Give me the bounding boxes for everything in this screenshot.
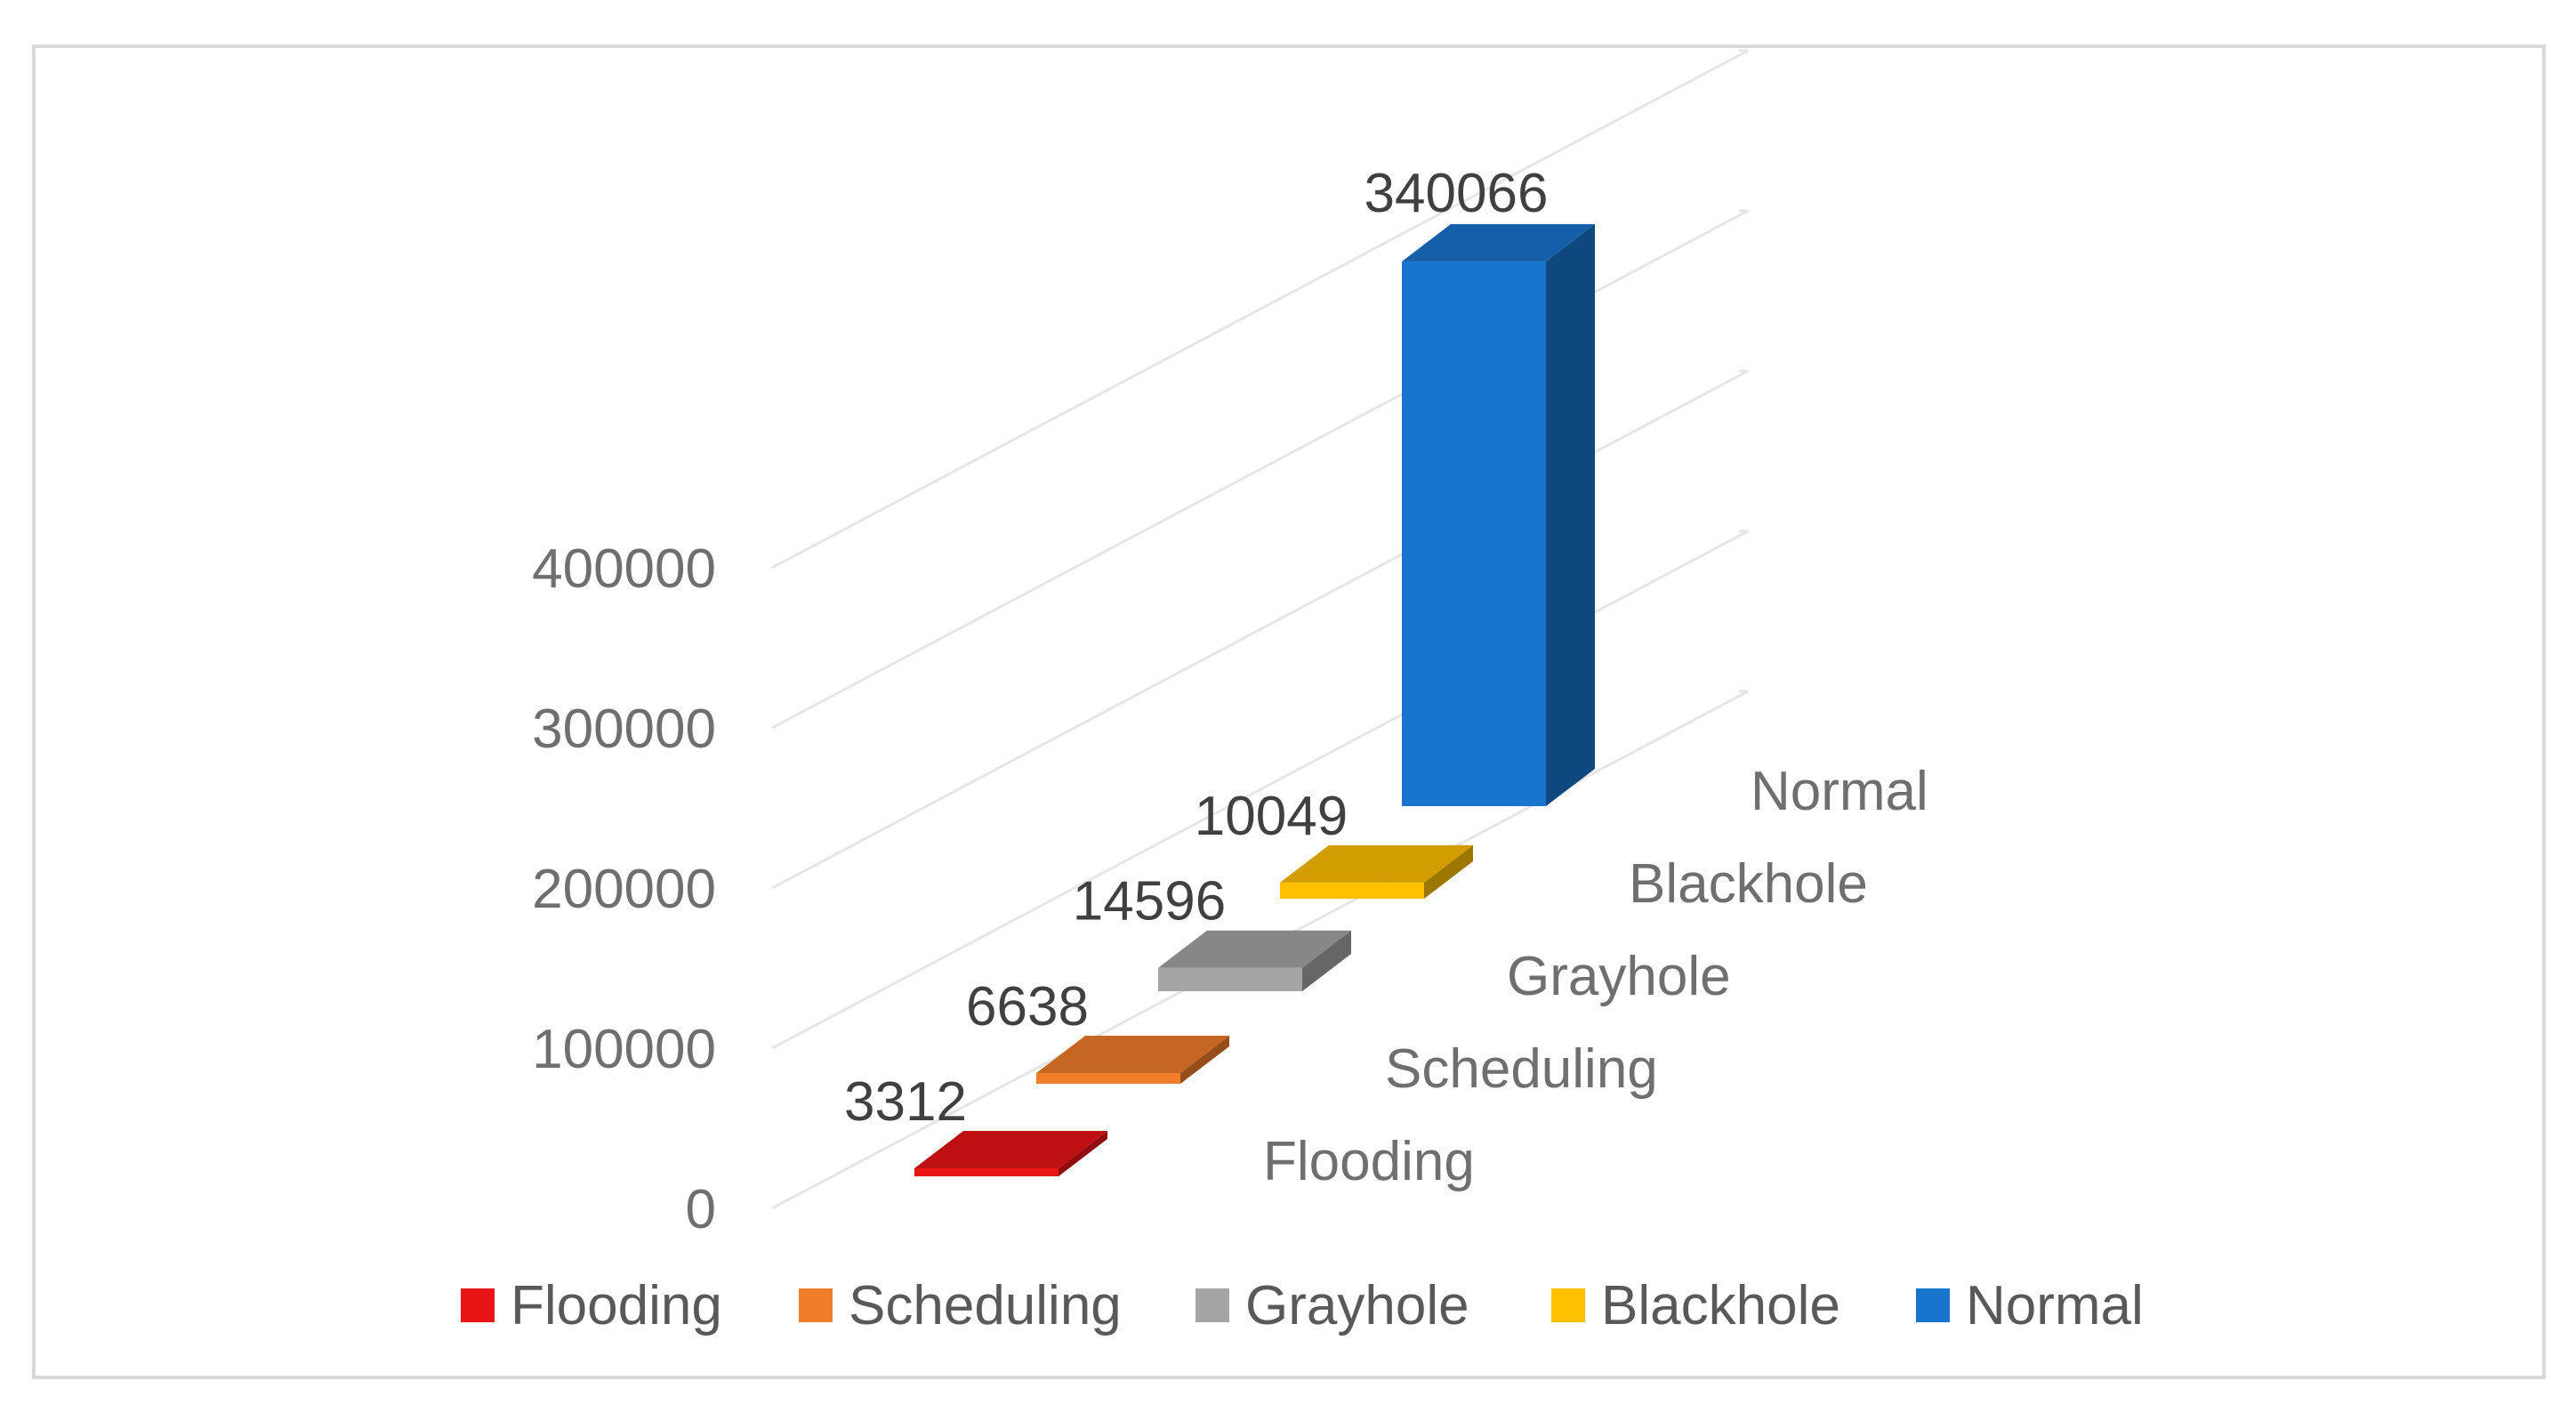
bar-blackhole bbox=[1280, 844, 1473, 899]
data-label-normal: 340066 bbox=[1364, 163, 1549, 224]
y-tick-label: 0 bbox=[686, 1179, 716, 1240]
bar-side bbox=[1546, 223, 1595, 806]
legend-swatch bbox=[461, 1288, 495, 1322]
bars bbox=[914, 223, 1595, 1176]
category-label-scheduling: Scheduling bbox=[1385, 1038, 1658, 1100]
category-label-normal: Normal bbox=[1751, 761, 1928, 822]
bar-scheduling bbox=[1036, 1036, 1229, 1084]
gridline-depth bbox=[771, 209, 1749, 730]
gridline-depth bbox=[771, 49, 1749, 569]
chart-frame bbox=[32, 44, 2546, 1379]
y-tick-label: 100000 bbox=[532, 1019, 716, 1080]
legend-label: Grayhole bbox=[1245, 1275, 1469, 1336]
bar-side bbox=[1059, 1131, 1107, 1176]
bar-top bbox=[1402, 223, 1595, 262]
legend-item-scheduling: Scheduling bbox=[799, 1275, 1122, 1336]
category-labels: Flooding Scheduling Grayhole Blackhole Norma… bbox=[1263, 761, 1928, 1192]
legend-label: Flooding bbox=[511, 1275, 722, 1336]
legend-item-flooding: Flooding bbox=[461, 1275, 722, 1336]
y-tick-label: 400000 bbox=[532, 538, 716, 600]
gridlines bbox=[771, 49, 1749, 1210]
legend-swatch bbox=[1551, 1288, 1585, 1322]
category-label-flooding: Flooding bbox=[1263, 1131, 1475, 1192]
y-tick-label: 300000 bbox=[532, 698, 716, 760]
bar-front bbox=[1036, 1073, 1180, 1084]
bar-side bbox=[1424, 844, 1473, 899]
y-tick-label: 200000 bbox=[532, 859, 716, 920]
data-label-blackhole: 10049 bbox=[1195, 786, 1348, 847]
legend: Flooding Scheduling Grayhole Blackhole Norma… bbox=[461, 1275, 2144, 1336]
bar-side bbox=[1302, 930, 1351, 991]
category-label-blackhole: Blackhole bbox=[1629, 853, 1868, 915]
bar-front bbox=[914, 1168, 1059, 1176]
legend-item-blackhole: Blackhole bbox=[1551, 1275, 1840, 1336]
category-label-grayhole: Grayhole bbox=[1507, 946, 1731, 1007]
legend-swatch bbox=[1195, 1288, 1229, 1322]
bar-front bbox=[1402, 261, 1546, 806]
bar-top bbox=[1280, 844, 1473, 883]
data-label-scheduling: 6638 bbox=[966, 976, 1089, 1038]
bar-flooding bbox=[914, 1131, 1107, 1176]
bar-normal bbox=[1402, 223, 1595, 806]
legend-swatch bbox=[799, 1288, 833, 1322]
bar-front bbox=[1158, 967, 1302, 991]
legend-label: Normal bbox=[1966, 1275, 2144, 1336]
bar-side bbox=[1180, 1036, 1229, 1084]
y-axis-ticks: 0 100000 200000 300000 400000 bbox=[532, 538, 716, 1240]
data-labels: 3312 6638 14596 10049 340066 bbox=[844, 163, 1548, 1133]
bar-top bbox=[914, 1131, 1107, 1168]
bar-front bbox=[1280, 882, 1424, 899]
bar-top bbox=[1158, 930, 1351, 968]
legend-item-normal: Normal bbox=[1916, 1275, 2144, 1336]
legend-swatch bbox=[1916, 1288, 1950, 1322]
data-label-flooding: 3312 bbox=[844, 1071, 967, 1133]
bar-top bbox=[1036, 1036, 1229, 1074]
legend-item-grayhole: Grayhole bbox=[1195, 1275, 1469, 1336]
legend-label: Blackhole bbox=[1601, 1275, 1840, 1336]
data-label-grayhole: 14596 bbox=[1073, 871, 1226, 933]
legend-label: Scheduling bbox=[849, 1275, 1122, 1336]
bar-grayhole bbox=[1158, 930, 1351, 991]
